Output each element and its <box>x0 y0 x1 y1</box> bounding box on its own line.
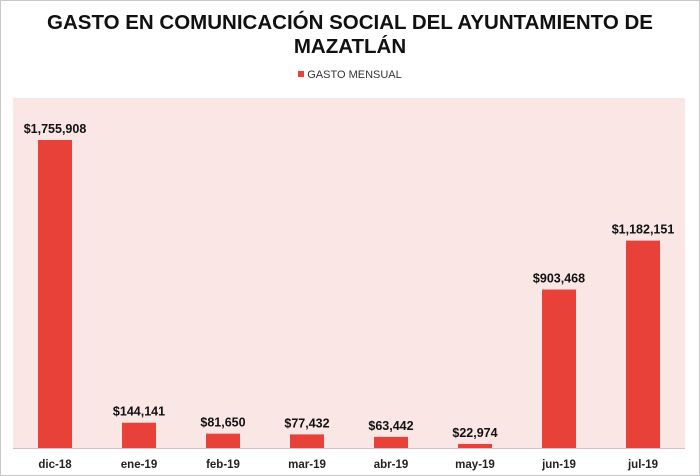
x-tick-label-may-19: may-19 <box>455 459 495 471</box>
data-label-dic-18: $1,755,908 <box>24 122 87 136</box>
x-tick-label-jul-19: jul-19 <box>627 459 658 471</box>
bar-jun-19 <box>542 289 576 448</box>
bar-mar-19 <box>290 434 324 448</box>
x-tick-label-dic-18: dic-18 <box>38 459 72 471</box>
bar-may-19 <box>458 443 492 448</box>
data-label-abr-19: $63,442 <box>368 419 413 433</box>
chart-title: GASTO EN COMUNICACIÓN SOCIAL DEL AYUNTAM… <box>0 11 700 59</box>
bar-feb-19 <box>206 433 240 448</box>
legend-swatch <box>298 71 305 77</box>
chart-title-line-2: MAZATLÁN <box>293 35 407 58</box>
x-tick-label-jun-19: jun-19 <box>541 459 576 471</box>
data-label-jun-19: $903,468 <box>533 272 585 286</box>
chart-title-line-1: GASTO EN COMUNICACIÓN SOCIAL DEL AYUNTAM… <box>47 11 653 34</box>
bar-dic-18 <box>38 140 72 448</box>
chart-legend: GASTO MENSUAL <box>0 69 700 81</box>
bar-jul-19 <box>626 240 660 448</box>
x-tick-label-mar-19: mar-19 <box>288 459 326 471</box>
x-tick-label-ene-19: ene-19 <box>121 459 157 471</box>
data-label-jul-19: $1,182,151 <box>612 223 675 237</box>
data-label-may-19: $22,974 <box>452 426 497 440</box>
x-tick-label-abr-19: abr-19 <box>374 459 409 471</box>
data-label-mar-19: $77,432 <box>284 416 329 430</box>
data-label-ene-19: $144,141 <box>113 405 165 419</box>
x-tick-label-feb-19: feb-19 <box>206 459 240 471</box>
bar-abr-19 <box>374 436 408 448</box>
bar-ene-19 <box>122 422 156 448</box>
data-label-feb-19: $81,650 <box>200 416 245 430</box>
legend-label: GASTO MENSUAL <box>307 69 402 81</box>
